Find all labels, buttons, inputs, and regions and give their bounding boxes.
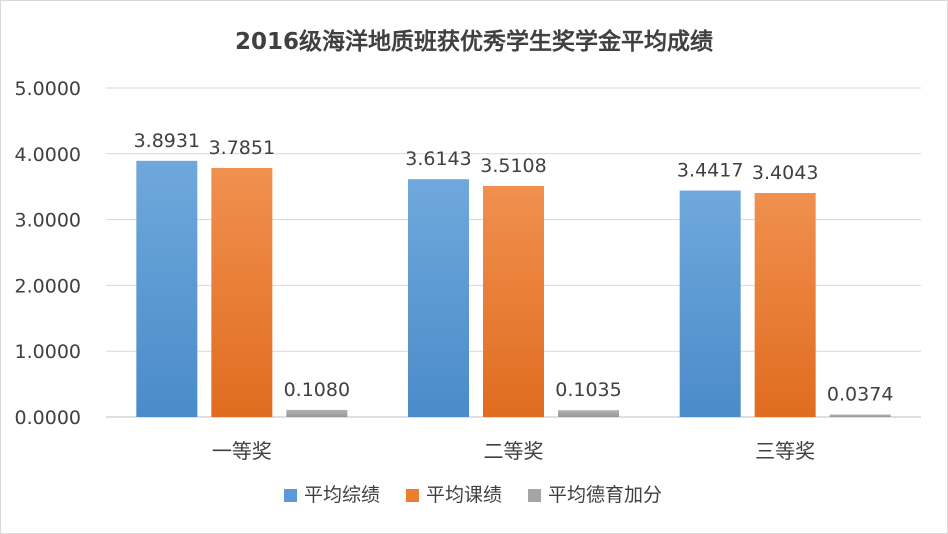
data-labels: 3.8931 3.7851 0.1080 3.6143 3.5108 0.1035 3.44…: [134, 130, 894, 406]
y-tick-label: 4.0000: [15, 144, 81, 166]
bar: [558, 410, 619, 417]
legend-swatch: [406, 489, 419, 502]
y-tick-label: 3.0000: [15, 210, 81, 232]
legend-label: 平均德育加分: [548, 484, 662, 506]
bar: [136, 160, 198, 417]
bar: [754, 192, 816, 417]
y-axis-ticks: 0.0000 1.0000 2.0000 3.0000 4.0000 5.0000: [15, 78, 81, 429]
data-label: 3.7851: [209, 137, 275, 159]
data-label: 3.5108: [480, 155, 546, 177]
x-tick-label: 一等奖: [212, 439, 272, 463]
data-label: 0.1035: [555, 379, 621, 401]
legend-swatch: [284, 489, 297, 502]
bar: [211, 167, 273, 417]
bar: [829, 414, 891, 417]
x-tick-label: 三等奖: [755, 439, 815, 463]
legend-label: 平均课绩: [426, 484, 502, 506]
legend-label: 平均综绩: [304, 484, 380, 506]
bar: [408, 179, 469, 417]
data-label: 3.8931: [134, 130, 200, 152]
y-tick-label: 0.0000: [15, 407, 81, 429]
chart-title: 2016级海洋地质班获优秀学生奖学金平均成绩: [235, 28, 713, 55]
data-label: 0.0374: [827, 384, 893, 406]
data-label: 3.4417: [677, 160, 743, 182]
bars: [136, 160, 891, 417]
x-tick-label: 二等奖: [484, 439, 544, 463]
bar: [679, 190, 741, 417]
bar: [483, 185, 544, 417]
bar: [286, 409, 348, 417]
data-label: 3.4043: [752, 162, 818, 184]
legend-swatch: [528, 489, 541, 502]
y-tick-label: 2.0000: [15, 275, 81, 297]
data-label: 3.6143: [405, 148, 471, 170]
legend: 平均综绩 平均课绩 平均德育加分: [284, 484, 662, 506]
data-label: 0.1080: [284, 379, 350, 401]
x-axis-ticks: 一等奖 二等奖 三等奖: [212, 439, 815, 463]
y-tick-label: 1.0000: [15, 341, 81, 363]
y-tick-label: 5.0000: [15, 78, 81, 100]
